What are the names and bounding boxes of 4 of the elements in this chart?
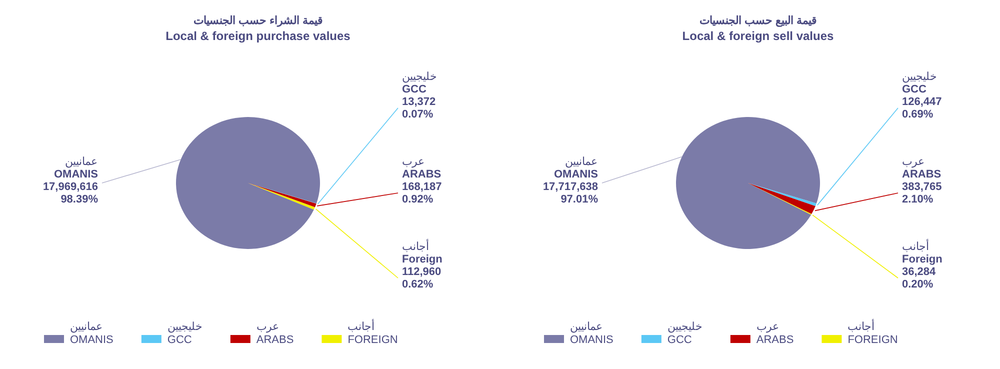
subtitle: Local & foreign sell values bbox=[682, 29, 834, 43]
subtitle: Local & foreign purchase values bbox=[166, 29, 350, 43]
title: قيمة الشراء حسب الجنسيات bbox=[193, 15, 323, 27]
title: قيمة البيع حسب الجنسيات bbox=[699, 15, 817, 27]
